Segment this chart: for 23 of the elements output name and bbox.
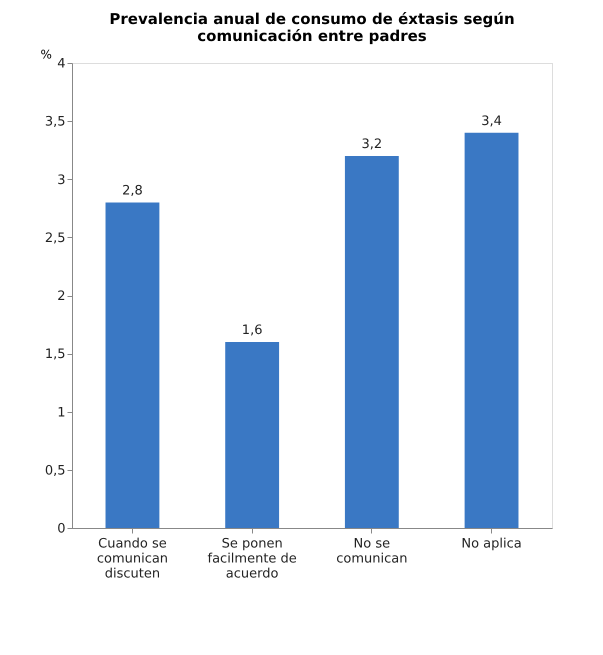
bar <box>225 342 280 528</box>
x-tick-label: Se ponen facilmente de acuerdo <box>208 536 297 582</box>
y-tick-label: 0 <box>57 522 66 536</box>
y-tick-label: 1 <box>57 405 66 420</box>
x-tick-label: Cuando se comunican discuten <box>96 536 168 582</box>
data-label: 1,6 <box>242 323 262 338</box>
y-tick-label: 0,5 <box>44 463 66 478</box>
y-tick-label: 3 <box>57 172 66 188</box>
y-tick-label: 4 <box>57 56 66 72</box>
x-tick-label: No aplica <box>461 536 522 552</box>
y-tick-label: 1,5 <box>44 347 66 362</box>
chart-title: Prevalencia anual de consumo de éxtasis según comunicación entre padres <box>109 10 515 45</box>
y-tick-label: 3,5 <box>44 114 66 130</box>
bar <box>464 132 518 528</box>
bar <box>106 202 160 528</box>
data-label: 3,2 <box>362 137 382 152</box>
data-label: 3,4 <box>481 114 502 129</box>
y-tick-label: 2 <box>57 289 66 304</box>
x-tick-label: No se comunican <box>336 536 408 566</box>
y-axis-title: % <box>40 48 52 62</box>
data-label: 2,8 <box>122 184 143 198</box>
bar <box>344 156 399 528</box>
y-tick-label: 2,5 <box>44 230 66 246</box>
